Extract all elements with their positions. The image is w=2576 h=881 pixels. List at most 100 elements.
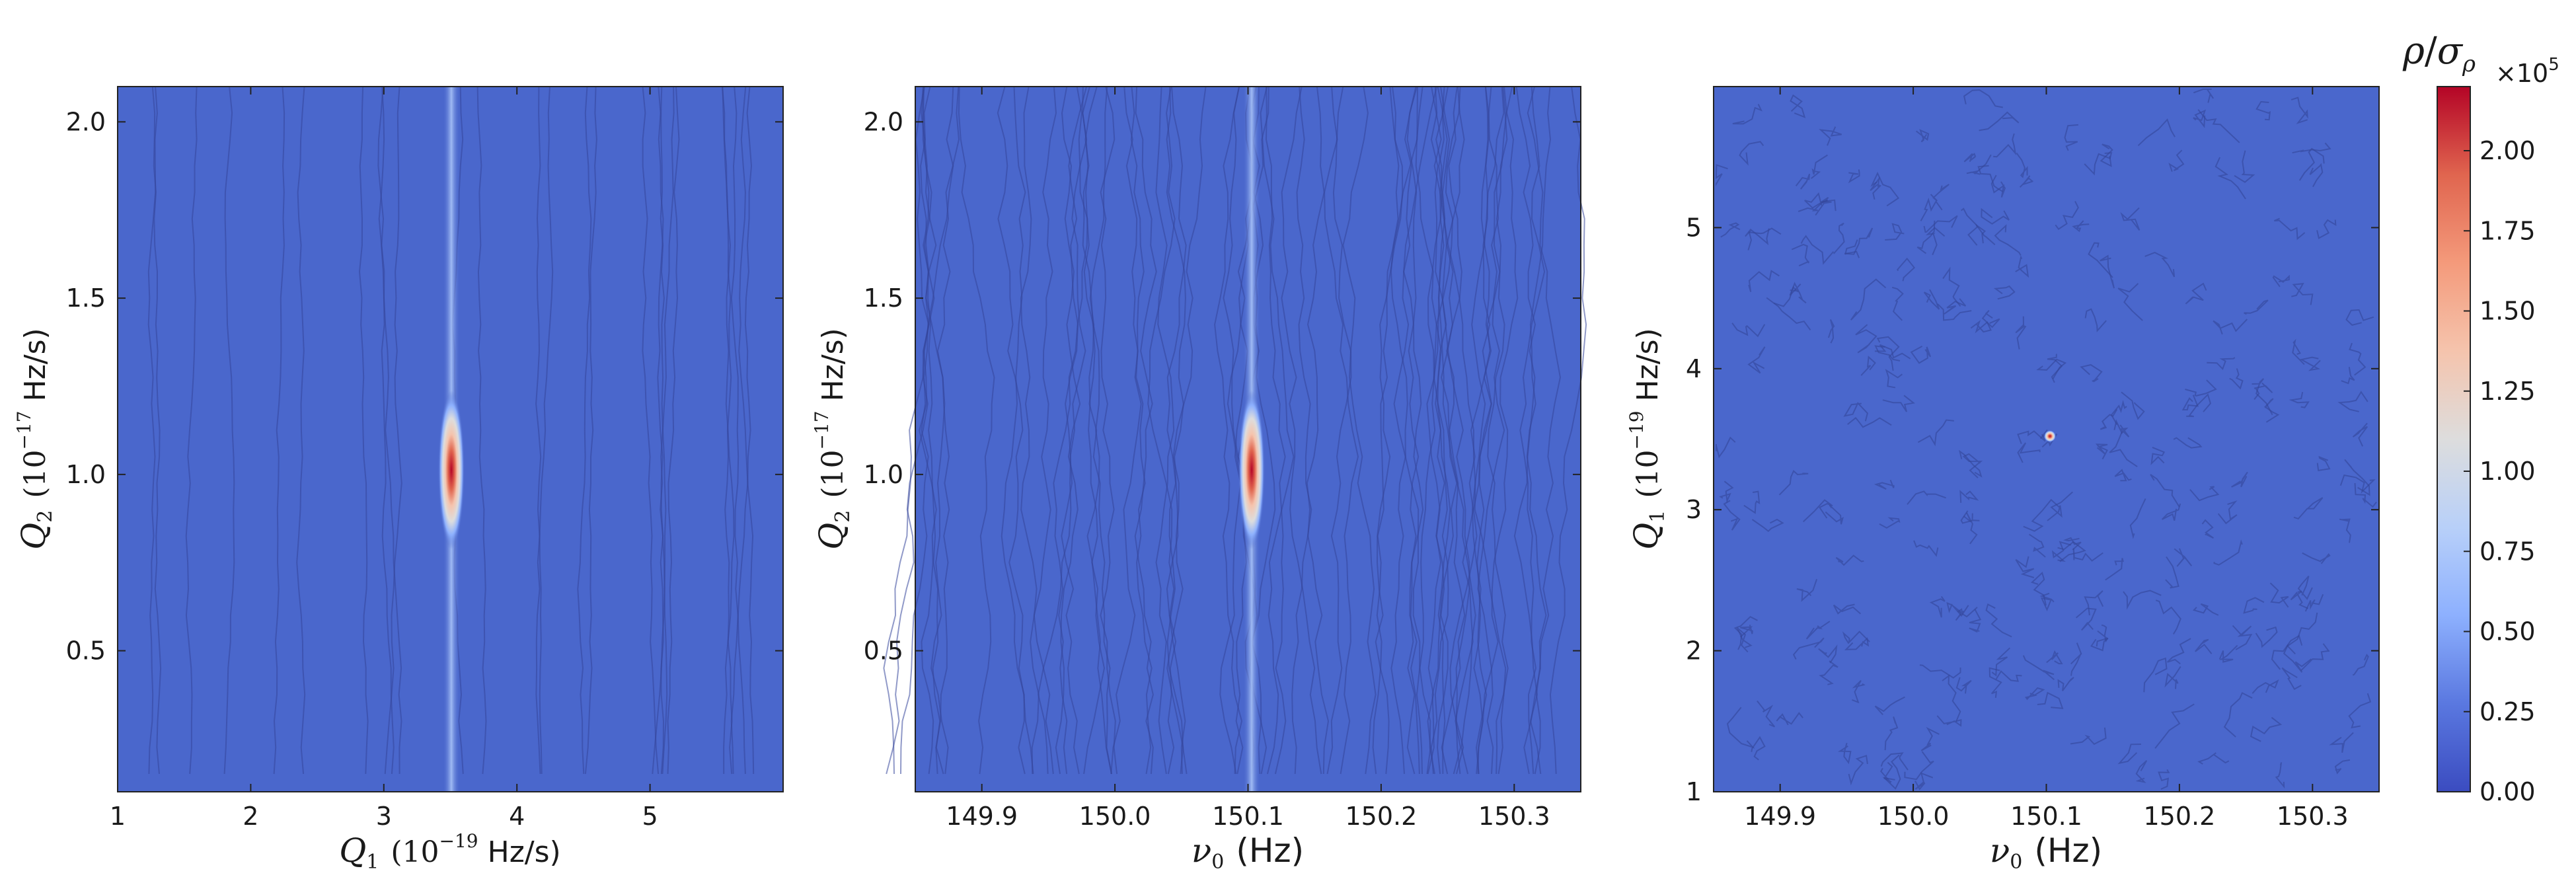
contour-line (1789, 282, 1807, 304)
contour-line (1776, 712, 1803, 726)
contour-line (1963, 89, 2003, 108)
contour-line (1798, 199, 1837, 212)
colorbar-title: ρ/σρ (2402, 30, 2476, 77)
contour-line (2017, 442, 2041, 463)
contour-line (2150, 474, 2180, 508)
contour-line (2164, 666, 2181, 689)
contour-line (2309, 163, 2324, 188)
contour-line (1306, 86, 1330, 775)
contour-line (2100, 408, 2118, 430)
contour-line (2165, 556, 2179, 589)
contour-line (1882, 754, 1901, 790)
contour-line (2173, 437, 2203, 449)
contour-line (1843, 402, 1869, 422)
contour-line (1850, 278, 1887, 321)
contour-line (2231, 471, 2248, 488)
contour-line (1736, 627, 1753, 653)
contour-line (2292, 338, 2305, 365)
contour-line (2229, 368, 2244, 390)
y-tick-label: 1.5 (66, 284, 106, 313)
panel-1-peak (438, 391, 465, 549)
panel-3-x-ticks: 149.9 150.0 150.1 150.2 150.3 (1744, 87, 2349, 831)
contour-line (2117, 744, 2141, 765)
x-tick-label: 4 (509, 802, 525, 831)
contour-line (1907, 490, 1946, 505)
contour-line (1751, 518, 1784, 533)
contour-line (1960, 510, 1980, 524)
contour-line (1990, 174, 2006, 198)
contour-line (1937, 303, 1972, 321)
contour-line (2150, 446, 2166, 465)
contour-line (1790, 94, 1806, 118)
contour-line (2348, 693, 2372, 729)
contour-line (1981, 208, 2010, 225)
contour-line (2269, 582, 2289, 608)
panel-1-frame (117, 86, 784, 792)
contour-line (958, 86, 995, 775)
contour-line (2123, 590, 2162, 610)
contour-line (1920, 726, 1940, 751)
contour-line (2109, 431, 2138, 467)
contour-line (1372, 86, 1418, 775)
contour-line (2217, 500, 2238, 525)
colorbar-tick-label: 0.25 (2480, 697, 2536, 726)
contour-line (1265, 86, 1287, 775)
contour-line (1453, 86, 1513, 775)
contour-line (923, 86, 950, 775)
contour-line (1811, 154, 1828, 179)
contour-line (2055, 201, 2079, 230)
panel-1-x-ticks: 1 2 3 4 5 (110, 87, 658, 831)
contour-line (1981, 310, 2000, 328)
contour-line (1324, 86, 1359, 775)
contour-line (2143, 657, 2168, 693)
x-tick-label: 150.2 (1345, 802, 1418, 831)
contour-line (1904, 751, 1934, 781)
contour-line (1837, 742, 1852, 765)
contour-line (2051, 541, 2072, 562)
colorbar-ticks: 0.00 0.25 0.50 0.75 1.00 1.25 1.50 1.75 2.00 (2464, 136, 2536, 806)
x-tick-label: 1 (110, 802, 126, 831)
contour-line (2022, 655, 2055, 681)
contour-line (2244, 299, 2269, 315)
contour-line (1923, 289, 1940, 310)
contour-line (2304, 594, 2324, 612)
contour-line (1519, 86, 1546, 775)
contour-line (2084, 308, 2107, 332)
contour-line (660, 86, 668, 775)
contour-line (2213, 319, 2248, 335)
contour-line (1134, 86, 1157, 775)
contour-line (1431, 86, 1476, 775)
x-tick-label: 149.9 (946, 802, 1018, 831)
contour-line (1473, 86, 1492, 775)
contour-line (1885, 369, 1903, 389)
contour-line (1723, 500, 1741, 531)
colorbar-tick-label: 0.75 (2480, 537, 2536, 566)
panel-2: 149.9 150.0 150.1 150.2 150.3 0.5 1.0 1.5 2.0 ν… (811, 86, 1587, 874)
x-tick-label: 150.3 (2277, 802, 2349, 831)
contour-line (2137, 118, 2176, 147)
contour-line (1745, 228, 1770, 246)
contour-line (2168, 149, 2185, 172)
y-tick-label: 2 (1686, 636, 1702, 666)
contour-line (1033, 86, 1057, 775)
contour-line (1870, 171, 1900, 207)
contour-line (1882, 395, 1915, 412)
contour-line (1819, 660, 1838, 685)
colorbar-tick-label: 0.50 (2480, 617, 2536, 646)
contour-line (2088, 242, 2113, 278)
contour-line (2289, 392, 2310, 408)
panel-1-x-label: Q1 (10−19 Hz/s) (339, 830, 560, 874)
contour-line (922, 86, 944, 775)
contour-line (1916, 220, 1936, 254)
contour-line (1716, 436, 1736, 459)
contour-line (1805, 621, 1831, 640)
contour-line (2299, 356, 2321, 371)
contour-line (1874, 479, 1895, 490)
contour-line (1751, 736, 1766, 761)
colorbar-tick-label: 2.00 (2480, 136, 2536, 165)
contour-line (1915, 129, 1930, 143)
contour-line (1959, 490, 1979, 503)
contour-line (1757, 700, 1776, 728)
contour-line (2192, 603, 2219, 616)
